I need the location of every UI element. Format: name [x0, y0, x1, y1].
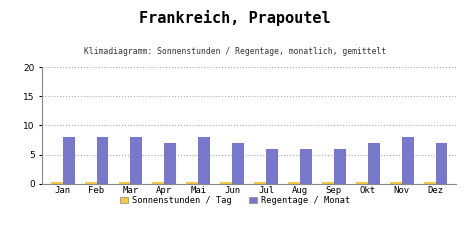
Text: Klimadiagramm: Sonnenstunden / Regentage, monatlich, gemittelt: Klimadiagramm: Sonnenstunden / Regentage… — [84, 47, 386, 56]
Text: Frankreich, Prapoutel: Frankreich, Prapoutel — [139, 10, 331, 26]
Bar — [187, 182, 198, 184]
Bar — [85, 182, 96, 184]
Bar — [96, 137, 109, 184]
Bar — [51, 182, 63, 184]
Bar — [334, 149, 346, 184]
Bar — [131, 137, 142, 184]
Bar — [266, 149, 278, 184]
Bar — [288, 182, 300, 184]
Bar — [118, 182, 131, 184]
Bar — [198, 137, 210, 184]
Bar — [322, 182, 334, 184]
Text: Copyright (C) 2010 sonnenlaender.de: Copyright (C) 2010 sonnenlaender.de — [143, 224, 327, 233]
Bar — [152, 182, 164, 184]
Bar — [436, 143, 447, 184]
Bar — [368, 143, 380, 184]
Bar — [356, 182, 368, 184]
Bar — [232, 143, 244, 184]
Legend: Sonnenstunden / Tag, Regentage / Monat: Sonnenstunden / Tag, Regentage / Monat — [120, 196, 350, 205]
Bar — [254, 182, 266, 184]
Bar — [164, 143, 176, 184]
Bar — [220, 182, 232, 184]
Bar — [423, 182, 436, 184]
Bar — [402, 137, 414, 184]
Bar — [390, 182, 402, 184]
Bar — [300, 149, 312, 184]
Bar — [63, 137, 75, 184]
